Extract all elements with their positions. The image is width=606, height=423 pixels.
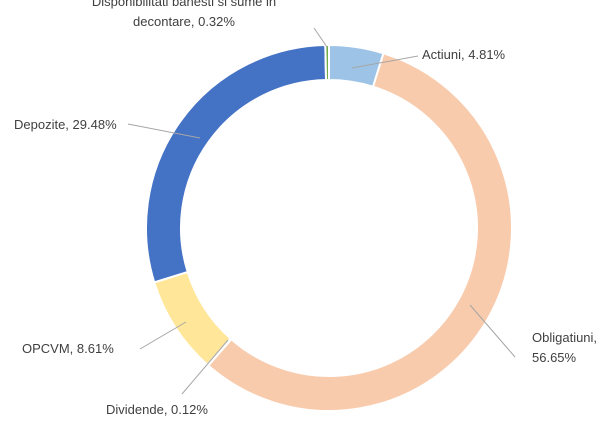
slice-label: Depozite, 29.48% [14,117,117,132]
slice-label: Obligatiuni, 56.65% [532,330,597,365]
slice-label: Dividende, 0.12% [106,402,208,417]
slice-label-line: Obligatiuni, [532,330,597,345]
slice-label-line: Dividende, 0.12% [106,402,208,417]
leader-line [313,27,328,48]
leader-lines [127,27,516,395]
leader-line [351,55,419,69]
leader-line [469,304,516,358]
leader-line [181,339,229,395]
donut-slices [145,43,513,412]
slice-label: Actiuni, 4.81% [422,47,506,62]
leader-line [139,321,187,350]
slice-label: Disponibilitati banesti si sume in decont… [92,0,276,29]
slice-label-line: Actiuni, 4.81% [422,47,506,62]
donut-slice [206,52,513,412]
donut-slice [324,43,330,82]
slice-label-line: Depozite, 29.48% [14,117,117,132]
slice-label-line: Disponibilitati banesti si sume in [92,0,276,9]
leader-line [127,123,201,139]
slice-label-line: OPCVM, 8.61% [22,341,114,356]
slice-label-line: decontare, 0.32% [133,14,235,29]
donut-slice [145,44,328,284]
slice-label: OPCVM, 8.61% [22,341,114,356]
slice-label-line: 56.65% [532,350,577,365]
slice-labels: Actiuni, 4.81% Obligatiuni, 56.65% Dividend… [14,0,597,417]
